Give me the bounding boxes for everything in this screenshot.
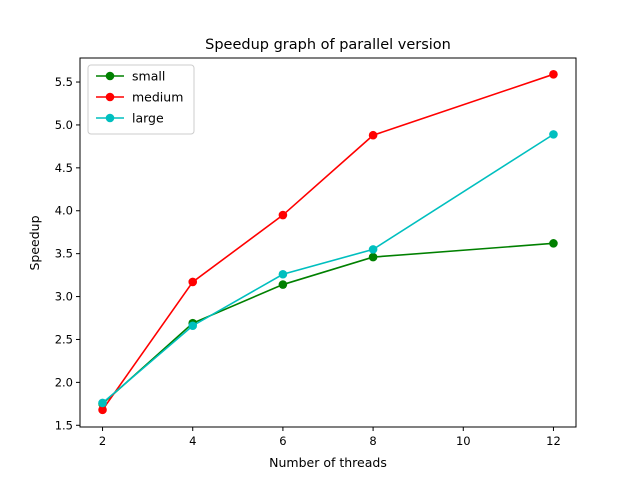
data-point-large	[278, 269, 288, 279]
data-point-medium	[278, 210, 288, 220]
legend-marker-medium	[105, 92, 115, 102]
data-point-small	[368, 252, 378, 262]
legend-marker-small	[105, 71, 115, 81]
y-tick-label: 3.5	[55, 247, 73, 261]
data-point-large	[98, 398, 107, 408]
x-axis-label: Number of threads	[269, 455, 387, 470]
plot-area: 2 4 6 8 10 12 1.5 2.0 2.5 3.0 3.5 4.0 4.5 5.0 5.5	[55, 57, 577, 448]
chart-title: Speedup graph of parallel version	[205, 37, 451, 53]
y-tick-label: 4.5	[55, 161, 73, 175]
data-point-large	[188, 321, 198, 331]
y-axis-label: Speedup	[27, 215, 42, 270]
y-tick-label: 2.5	[55, 332, 73, 346]
x-tick-label: 8	[369, 434, 376, 448]
data-point-medium	[188, 277, 198, 287]
data-point-large	[368, 245, 378, 254]
y-tick-label: 1.5	[55, 418, 73, 432]
data-point-large	[549, 130, 558, 139]
x-tick-label: 2	[99, 434, 106, 448]
data-point-medium	[549, 70, 558, 79]
data-point-medium	[98, 405, 107, 415]
series-small	[98, 239, 558, 409]
y-tick-label: 2.0	[55, 375, 73, 389]
data-point-small	[549, 239, 558, 248]
legend-box	[87, 64, 195, 135]
y-tick-label: 5.5	[55, 75, 73, 89]
x-tick-label: 10	[456, 434, 471, 448]
legend-label-large: large	[132, 111, 164, 126]
legend-marker-large	[105, 113, 115, 123]
x-tick-label: 12	[546, 434, 561, 448]
series-medium	[98, 70, 558, 415]
series-large	[98, 130, 558, 408]
legend-label-small: small	[132, 69, 165, 84]
data-point-small	[278, 280, 288, 289]
y-tick-label: 4.0	[55, 204, 73, 218]
legend-label-medium: medium	[132, 90, 183, 105]
x-tick-label: 4	[189, 434, 196, 448]
y-tick-label: 5.0	[55, 118, 73, 132]
y-tick-label: 3.0	[55, 290, 73, 304]
plot-frame	[79, 57, 577, 428]
legend: small medium large	[87, 64, 195, 135]
x-tick-label: 6	[279, 434, 286, 448]
data-point-medium	[368, 130, 378, 140]
series-line-small	[102, 242, 554, 405]
